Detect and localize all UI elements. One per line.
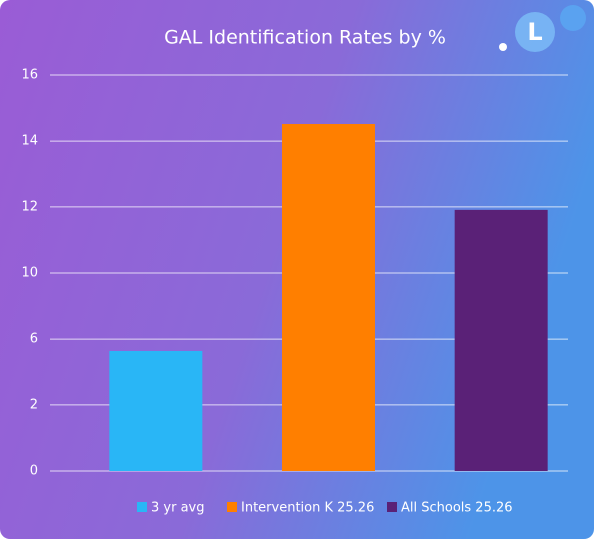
legend-swatch	[137, 502, 147, 512]
bar	[282, 124, 375, 471]
y-tick-label: 2	[30, 397, 38, 412]
legend-swatch	[227, 502, 237, 512]
y-tick-label: 12	[21, 199, 38, 214]
y-tick-label: 16	[21, 68, 38, 83]
y-tick-label: 0	[30, 464, 38, 479]
y-tick-label: 10	[21, 266, 38, 281]
logo: L	[499, 5, 586, 52]
legend-label: Intervention K 25.26	[241, 501, 374, 516]
legend-label: All Schools 25.26	[401, 501, 513, 516]
svg-text:L: L	[527, 18, 542, 46]
legend-label: 3 yr avg	[151, 501, 205, 516]
y-tick-label: 6	[30, 332, 38, 347]
bar	[454, 209, 548, 471]
bar	[109, 350, 203, 471]
legend-swatch	[387, 502, 397, 512]
y-tick-label: 14	[21, 134, 38, 149]
chart-title: GAL Identification Rates by %	[164, 27, 446, 49]
